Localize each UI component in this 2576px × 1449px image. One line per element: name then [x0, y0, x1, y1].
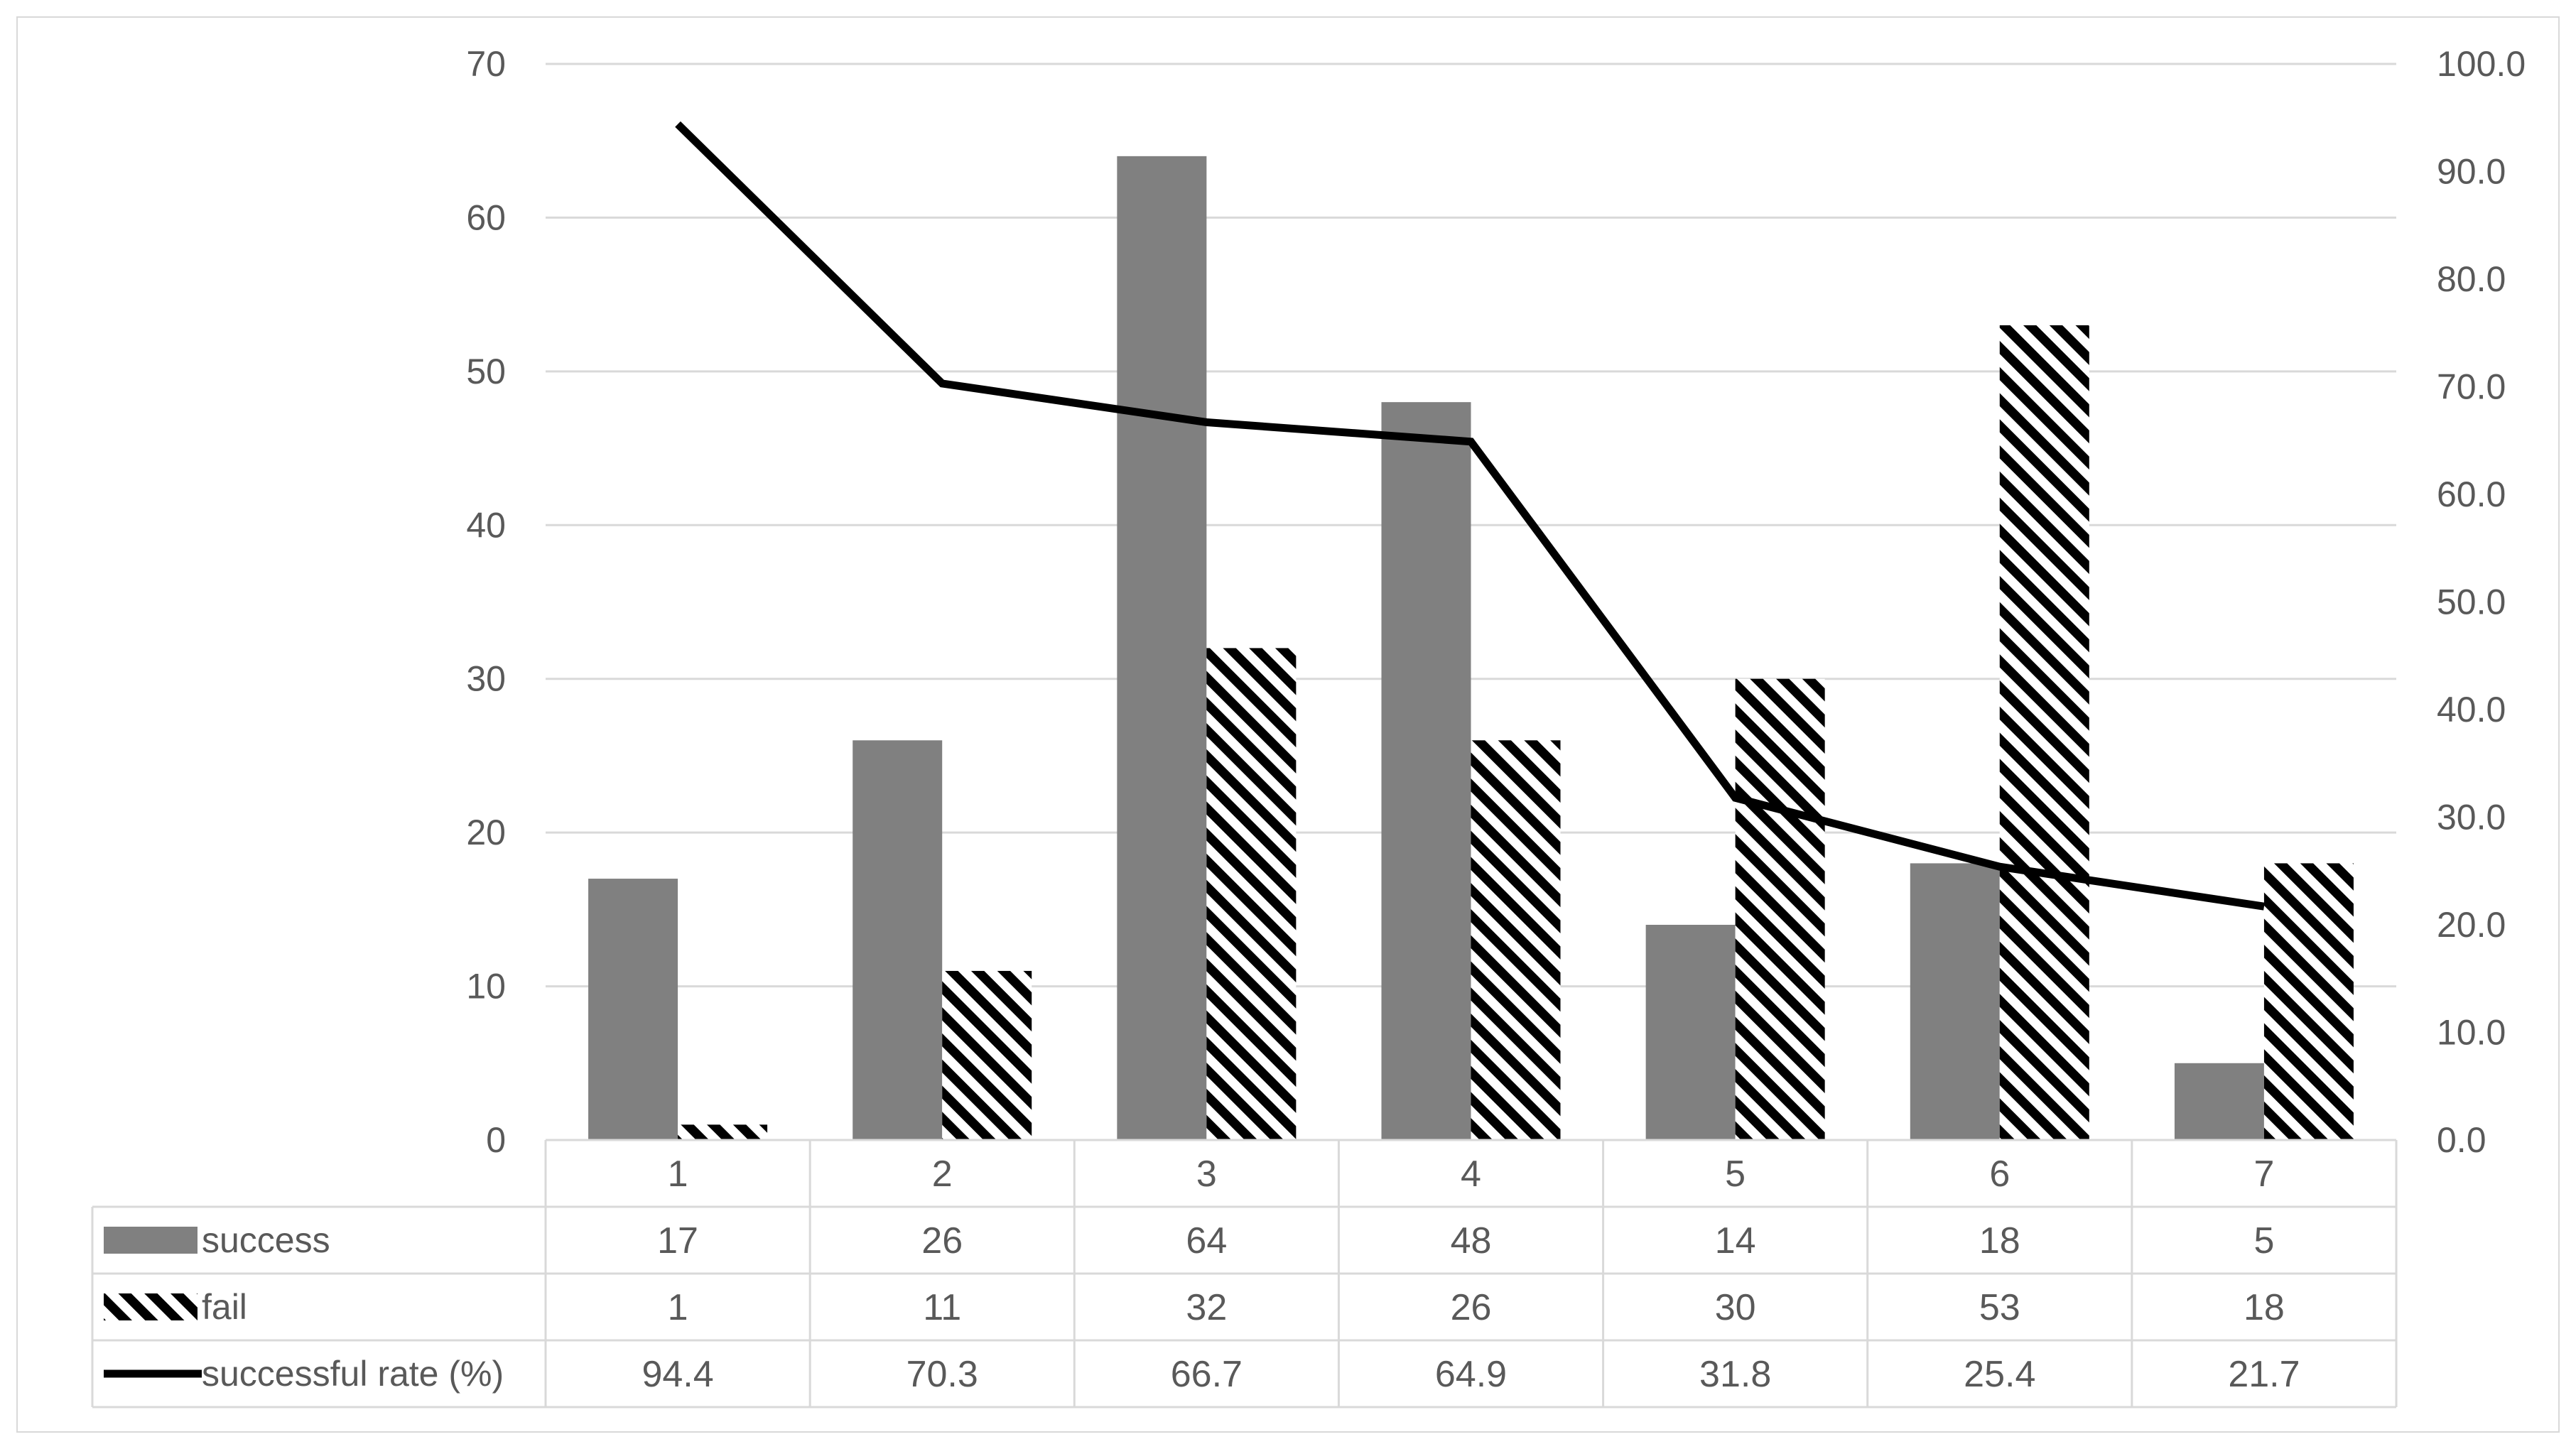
bar-fail: [2263, 863, 2354, 1140]
right-axis-tick-label: 20.0: [2437, 905, 2506, 945]
legend-key-fail: [104, 1293, 197, 1320]
x-axis-category-label: 4: [1461, 1154, 1481, 1195]
bar-fail: [678, 1124, 768, 1140]
right-axis-tick-label: 80.0: [2437, 259, 2506, 299]
table-cell-value: 26: [921, 1220, 963, 1261]
table-cell-value: 1: [668, 1287, 688, 1328]
bar-success: [588, 879, 678, 1140]
right-axis-tick-label: 0.0: [2437, 1120, 2486, 1160]
right-axis-tick-label: 50.0: [2437, 582, 2506, 622]
bar-fail: [1206, 648, 1297, 1140]
table-row-label: success: [202, 1220, 330, 1260]
table-cell-value: 64: [1186, 1220, 1227, 1261]
table-cell-value: 11: [923, 1287, 961, 1328]
table-cell-value: 32: [1186, 1287, 1227, 1328]
left-axis-tick-label: 60: [466, 197, 506, 237]
bar-success: [1645, 925, 1736, 1140]
x-axis-category-label: 2: [932, 1154, 953, 1195]
legend-key-success: [104, 1227, 197, 1254]
table-cell-value: 26: [1451, 1287, 1492, 1328]
right-axis-tick-label: 70.0: [2437, 367, 2506, 407]
bar-fail: [1735, 678, 1825, 1140]
table-cell-value: 66.7: [1171, 1354, 1243, 1395]
x-axis-category-label: 5: [1725, 1154, 1746, 1195]
table-row-label: successful rate (%): [202, 1354, 504, 1394]
left-axis-tick-label: 10: [466, 967, 506, 1006]
bar-success: [1381, 402, 1471, 1141]
left-axis-tick-label: 30: [466, 659, 506, 699]
table-cell-value: 30: [1715, 1287, 1756, 1328]
left-axis-tick-label: 70: [466, 44, 506, 84]
left-axis-tick-label: 40: [466, 505, 506, 545]
right-axis-tick-label: 60.0: [2437, 474, 2506, 514]
right-axis-tick-label: 10.0: [2437, 1013, 2506, 1053]
right-axis-tick-label: 100.0: [2437, 44, 2526, 84]
bars: [588, 156, 2354, 1141]
table-cell-value: 21.7: [2228, 1354, 2300, 1395]
bar-success: [1117, 156, 1207, 1140]
table-cell-value: 17: [657, 1220, 698, 1261]
left-axis-tick-label: 50: [466, 352, 506, 391]
x-axis-category-label: 3: [1196, 1154, 1217, 1195]
left-axis-tick-label: 20: [466, 813, 506, 852]
bar-success: [2174, 1063, 2264, 1140]
table-cell-value: 18: [2244, 1287, 2285, 1328]
table-cell-value: 70.3: [907, 1354, 978, 1395]
left-axis-tick-label: 0: [486, 1120, 506, 1160]
table-row-label: fail: [202, 1287, 247, 1327]
bar-fail: [942, 970, 1032, 1140]
table-cell-value: 53: [1979, 1287, 2020, 1328]
right-axis-tick-label: 90.0: [2437, 152, 2506, 192]
bar-fail: [1999, 325, 2089, 1140]
table-cell-value: 64.9: [1435, 1354, 1507, 1395]
table-cell-value: 18: [1979, 1220, 2020, 1261]
x-axis-category-label: 6: [1989, 1154, 2010, 1195]
bar-fail: [1471, 740, 1561, 1140]
axes: 0 10 20 30 40 50 60 70 0.0 10.0 20.0 30.0 40.0 50.0 60…: [466, 44, 2526, 1160]
bar-success: [1910, 863, 2000, 1140]
line-layer: [675, 121, 2265, 911]
right-axis-tick-label: 30.0: [2437, 798, 2506, 837]
table-cell-value: 5: [2253, 1220, 2274, 1261]
table-cell-value: 48: [1451, 1220, 1492, 1261]
table-cell-value: 25.4: [1964, 1354, 2035, 1395]
table-cell-value: 14: [1715, 1220, 1756, 1261]
chart-frame: [16, 16, 2560, 1433]
x-axis-category-label: 7: [2253, 1154, 2274, 1195]
right-axis-tick-label: 40.0: [2437, 690, 2506, 729]
table-cell-value: 31.8: [1699, 1354, 1771, 1395]
table-cell-value: 94.4: [642, 1354, 713, 1395]
x-axis-category-label: 1: [668, 1154, 688, 1195]
bar-success: [853, 740, 943, 1140]
